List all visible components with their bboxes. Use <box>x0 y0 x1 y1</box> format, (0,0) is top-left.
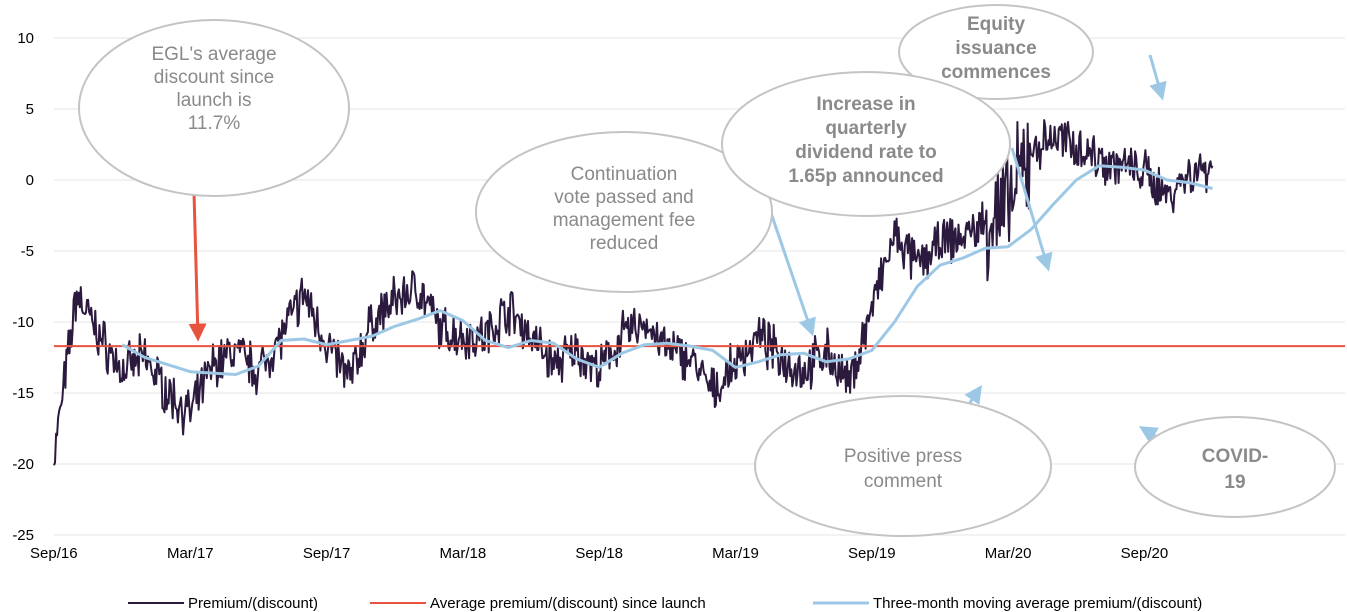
series-lines <box>53 119 1345 466</box>
annotation-text: management fee <box>553 210 696 231</box>
x-tick-label: Mar/20 <box>985 545 1032 562</box>
annotation-text: issuance <box>955 38 1036 59</box>
annotation-text: launch is <box>177 90 252 111</box>
y-tick-label: 0 <box>26 172 34 189</box>
annotation-text: commences <box>941 62 1051 83</box>
y-tick-label: -10 <box>12 314 34 331</box>
annotation-text: reduced <box>590 233 659 254</box>
annotation-text: 19 <box>1224 472 1245 493</box>
annotation-arrow <box>1148 54 1167 101</box>
y-axis-ticks: 10 5 0 -5 -10 -15 -20 -25 <box>12 30 34 544</box>
y-tick-label: 10 <box>17 30 34 47</box>
annotation-text: EGL's average <box>151 44 276 65</box>
annotation-bubble <box>898 4 1094 100</box>
legend-label: Average premium/(discount) since launch <box>430 595 706 612</box>
x-tick-label: Mar/18 <box>440 545 487 562</box>
legend-label: Three-month moving average premium/(disc… <box>873 595 1202 612</box>
annotation-arrow <box>1010 147 1053 272</box>
x-tick-label: Sep/16 <box>30 545 78 562</box>
y-tick-label: -15 <box>12 385 34 402</box>
annotation-text: Increase in <box>816 94 915 115</box>
annotation-text: 1.65p announced <box>788 166 943 187</box>
annotation-text: vote passed and <box>554 187 693 208</box>
annotation-text: quarterly <box>825 118 907 139</box>
legend: Premium/(discount) Average premium/(disco… <box>128 595 1202 612</box>
annotation-text: COVID- <box>1202 446 1269 467</box>
annotation-text: Equity <box>967 14 1025 35</box>
annotation-text: comment <box>864 471 943 492</box>
annotation-text: discount since <box>154 67 274 88</box>
x-tick-label: Sep/20 <box>1121 545 1169 562</box>
annotation-text: dividend rate to <box>795 142 936 163</box>
y-tick-label: 5 <box>26 101 34 118</box>
annotation-text: Continuation <box>571 164 678 185</box>
x-tick-label: Sep/19 <box>848 545 896 562</box>
annotation-bubble <box>475 131 773 293</box>
legend-label: Premium/(discount) <box>188 595 318 612</box>
series-moving-average <box>121 164 1213 376</box>
annotation-text: 11.7% <box>188 113 241 134</box>
y-tick-label: -25 <box>12 527 34 544</box>
annotation-bubble <box>754 395 1052 537</box>
annotation-text: Positive press <box>844 446 962 467</box>
x-tick-label: Sep/18 <box>575 545 623 562</box>
annotation-bubble <box>78 19 350 197</box>
y-tick-label: -20 <box>12 456 34 473</box>
x-tick-label: Sep/17 <box>303 545 351 562</box>
x-tick-label: Mar/19 <box>712 545 759 562</box>
annotation-arrow <box>768 209 816 337</box>
annotation-bubble <box>721 71 1011 217</box>
x-axis-ticks: Sep/16 Mar/17 Sep/17 Mar/18 Sep/18 Mar/19 Sep/… <box>30 545 1168 562</box>
annotation-bubble <box>1134 416 1336 518</box>
y-tick-label: -5 <box>21 243 34 260</box>
series-premium-discount <box>53 119 1214 466</box>
x-tick-label: Mar/17 <box>167 545 214 562</box>
